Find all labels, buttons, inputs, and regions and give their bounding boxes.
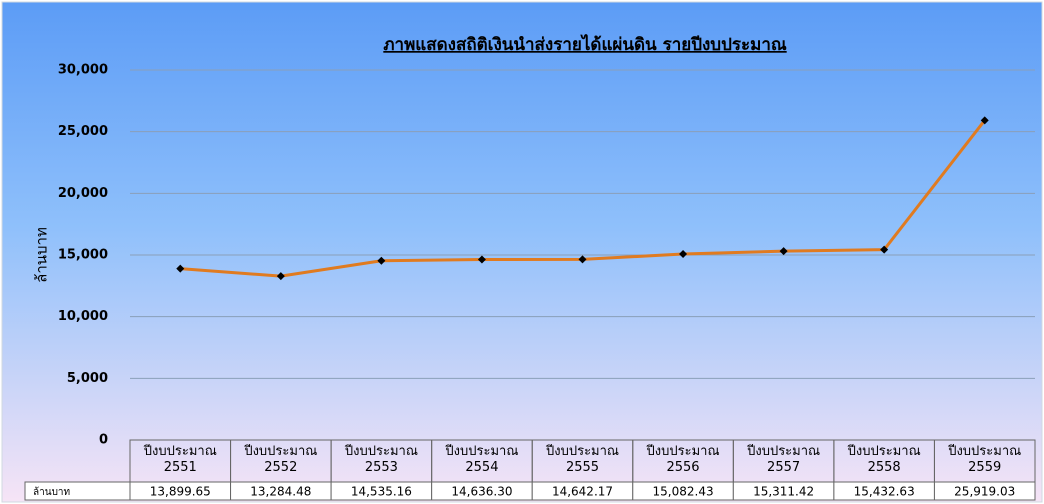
y-tick-label: 25,000 — [58, 124, 108, 139]
data-label: 13,284.48 — [250, 485, 311, 499]
x-tick-label-box: ปีงบประมาณ 2552 — [244, 444, 318, 475]
marker — [679, 249, 688, 258]
x-tick-label-box: ปีงบประมาณ 2555 — [545, 444, 619, 475]
y-tick-label: 5,000 — [67, 371, 108, 386]
x-tick-label-box: ปีงบประมาณ 2559 — [948, 444, 1022, 475]
data-label: 14,636.30 — [451, 485, 512, 499]
marker — [980, 116, 989, 125]
y-tick-label: 30,000 — [58, 63, 108, 78]
x-tick-label-box: ปีงบประมาณ 2557 — [747, 444, 821, 475]
marker — [377, 256, 386, 265]
x-tick-label: ปีงบประมาณ 2554 — [445, 444, 519, 475]
marker — [880, 245, 889, 254]
y-tick-label: 0 — [99, 433, 108, 448]
data-label: 25,919.03 — [954, 485, 1015, 499]
marker — [779, 247, 788, 256]
y-axis-label: ล้านบาท — [33, 227, 51, 283]
x-tick-label-box: ปีงบประมาณ 2553 — [344, 444, 418, 475]
x-tick-label-box: ปีงบประมาณ 2558 — [847, 444, 921, 475]
x-tick-label-box: ปีงบประมาณ 2551 — [143, 444, 217, 475]
marker — [477, 255, 486, 264]
data-label: 14,535.16 — [351, 485, 412, 499]
x-tick-label: ปีงบประมาณ 2556 — [646, 444, 720, 475]
x-tick-label: ปีงบประมาณ 2557 — [747, 444, 821, 475]
x-tick-label-box: ปีงบประมาณ 2554 — [445, 444, 519, 475]
data-label: 15,432.63 — [854, 485, 915, 499]
x-tick-label: ปีงบประมาณ 2553 — [344, 444, 418, 475]
x-tick-label: ปีงบประมาณ 2558 — [847, 444, 921, 475]
marker — [578, 255, 587, 264]
y-tick-label: 10,000 — [58, 309, 108, 324]
data-label: 15,311.42 — [753, 485, 814, 499]
x-tick-label: ปีงบประมาณ 2559 — [948, 444, 1022, 475]
x-tick-label: ปีงบประมาณ 2552 — [244, 444, 318, 475]
x-tick-label-box: ปีงบประมาณ 2556 — [646, 444, 720, 475]
data-label: 15,082.43 — [653, 485, 714, 499]
x-tick-label: ปีงบประมาณ 2551 — [143, 444, 217, 475]
data-label: 13,899.65 — [150, 485, 211, 499]
data-label: 14,642.17 — [552, 485, 613, 499]
x-tick-label: ปีงบประมาณ 2555 — [545, 444, 619, 475]
y-tick-label: 15,000 — [58, 248, 108, 263]
table-cell — [933, 481, 1036, 501]
marker — [176, 264, 185, 273]
marker — [276, 272, 285, 281]
y-tick-label: 20,000 — [58, 186, 108, 201]
legend-label: ล้านบาท — [33, 486, 70, 498]
chart-title: ภาพแสดงสถิติเงินนำส่งรายได้แผ่นดิน รายปี… — [383, 34, 787, 55]
